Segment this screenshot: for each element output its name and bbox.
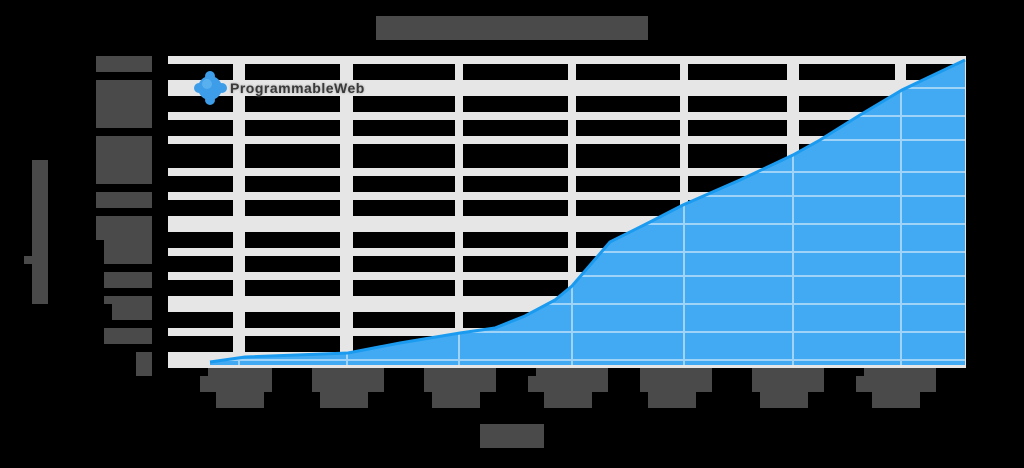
x-tick-label xyxy=(528,376,608,392)
legend: ProgrammableWeb xyxy=(190,68,395,108)
y-tick-label xyxy=(96,136,152,184)
x-tick-label xyxy=(856,376,936,392)
y-tick-label xyxy=(136,352,152,376)
y-tick-label xyxy=(96,56,152,72)
x-tick-label xyxy=(648,392,696,408)
x-tick-label xyxy=(320,392,368,408)
puzzle-piece-icon xyxy=(194,71,227,105)
x-tick-label xyxy=(640,368,712,392)
y-tick-label xyxy=(104,328,152,344)
y-tick-label xyxy=(104,296,152,304)
y-tick-label xyxy=(96,192,152,208)
x-tick-label xyxy=(536,368,608,376)
x-tick-label xyxy=(760,392,808,408)
y-tick-label xyxy=(96,216,152,240)
area-fill xyxy=(210,60,965,365)
legend-label: ProgrammableWeb xyxy=(230,80,365,96)
y-tick-label xyxy=(104,272,152,288)
x-tick-label xyxy=(208,368,272,376)
x-tick-label xyxy=(200,376,272,392)
chart-title xyxy=(376,16,648,40)
area-line xyxy=(209,58,966,364)
x-tick-label xyxy=(864,368,936,376)
y-axis-title xyxy=(32,160,48,304)
x-tick-label xyxy=(872,392,920,408)
y-tick-label xyxy=(96,80,152,128)
x-tick-label xyxy=(544,392,592,408)
x-tick-label xyxy=(312,368,384,392)
y-tick-label xyxy=(112,304,152,320)
x-tick-label xyxy=(216,392,264,408)
x-tick-label xyxy=(432,392,480,408)
y-axis-title-mark xyxy=(24,256,32,264)
x-axis-title xyxy=(480,424,544,448)
x-tick-label xyxy=(752,368,824,392)
y-tick-label xyxy=(104,240,152,264)
x-tick-label xyxy=(424,368,496,392)
